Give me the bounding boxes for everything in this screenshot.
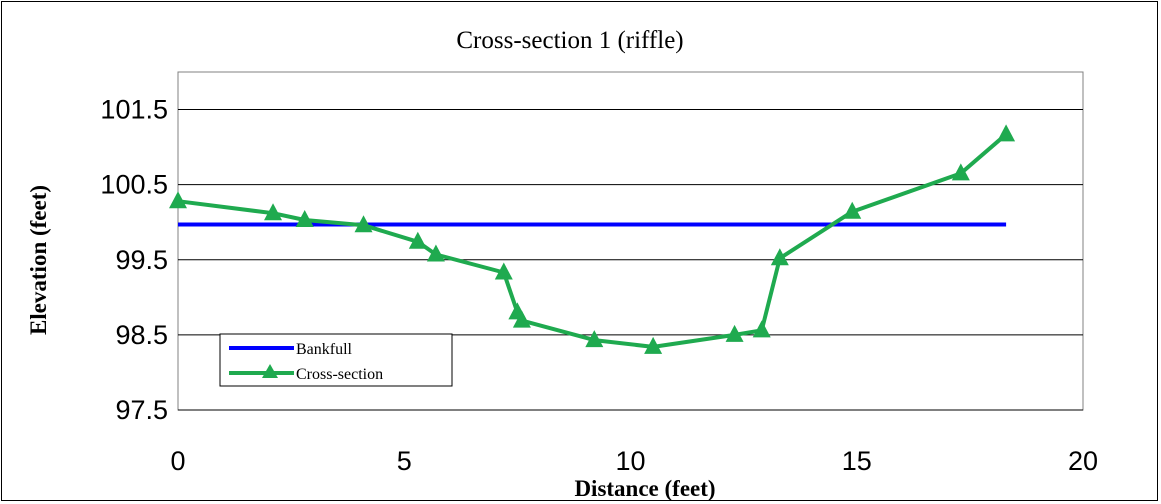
cross-section-point (264, 203, 283, 221)
x-tick-label: 15 (842, 446, 872, 476)
y-tick-label: 100.5 (100, 170, 168, 200)
cross-section-point (512, 310, 531, 328)
legend-cross-section-marker (262, 364, 278, 378)
cross-section-point (644, 336, 663, 354)
x-axis-label: Distance (feet) (574, 476, 715, 501)
legend-box (219, 333, 453, 387)
cross-section-point (725, 324, 744, 342)
cross-section-point (295, 209, 314, 227)
cross-section-point (354, 215, 373, 233)
chart-title: Cross-section 1 (riffle) (456, 27, 683, 54)
legend-cross-section-label: Cross-section (296, 366, 383, 383)
cross-section-point (752, 320, 771, 338)
cross-section-point (770, 248, 789, 266)
x-tick-label: 20 (1068, 446, 1098, 476)
cross-section-point (408, 231, 427, 249)
cross-section-point (585, 330, 604, 348)
series-layer (169, 124, 1016, 354)
x-tick-label: 5 (397, 446, 412, 476)
cross-section-point (997, 124, 1016, 142)
x-tick-label: 0 (170, 446, 185, 476)
cross-section-point (494, 262, 513, 280)
y-tick-label: 99.5 (115, 245, 168, 275)
legend-bankfull-label: Bankfull (296, 341, 353, 358)
legend: Bankfull Cross-section (219, 333, 453, 387)
y-tick-label: 97.5 (115, 395, 168, 425)
y-tick-labels: 97.5 98.5 99.5 100.5 101.5 (100, 95, 168, 425)
cross-section-point (169, 191, 187, 209)
x-tick-label: 10 (615, 446, 645, 476)
x-tick-labels: 0 5 10 15 20 (170, 446, 1098, 476)
cross-section-point (426, 244, 445, 262)
y-axis-label: Elevation (feet) (26, 185, 51, 335)
y-tick-label: 98.5 (115, 320, 168, 350)
cross-section-point (951, 163, 970, 181)
y-tick-label: 101.5 (100, 95, 168, 125)
cross-section-point (843, 201, 862, 219)
